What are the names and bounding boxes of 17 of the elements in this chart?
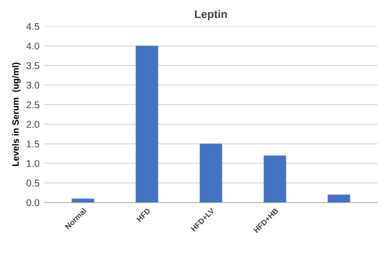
- y-tick-label: 1.0: [26, 160, 40, 167]
- bar: [136, 46, 158, 203]
- chart-title: Leptin: [194, 10, 227, 20]
- y-axis-title: Levels in Serum (ug/ml): [12, 62, 21, 166]
- bar: [200, 144, 222, 203]
- y-tick-label: 3.5: [26, 62, 40, 70]
- y-tick-label: 3.0: [26, 82, 40, 89]
- bar: [264, 156, 286, 203]
- y-tick-label: 0.0: [26, 199, 40, 206]
- y-tick-label: 1.5: [26, 140, 40, 148]
- y-tick-label: 4.5: [26, 23, 40, 30]
- bar: [72, 198, 94, 203]
- y-tick-label: 4.0: [26, 42, 40, 50]
- y-tick-label: 2.5: [26, 101, 40, 108]
- y-tick-label: 2.0: [26, 120, 40, 128]
- y-tick-label: 0.5: [26, 180, 40, 187]
- bar: [328, 194, 350, 203]
